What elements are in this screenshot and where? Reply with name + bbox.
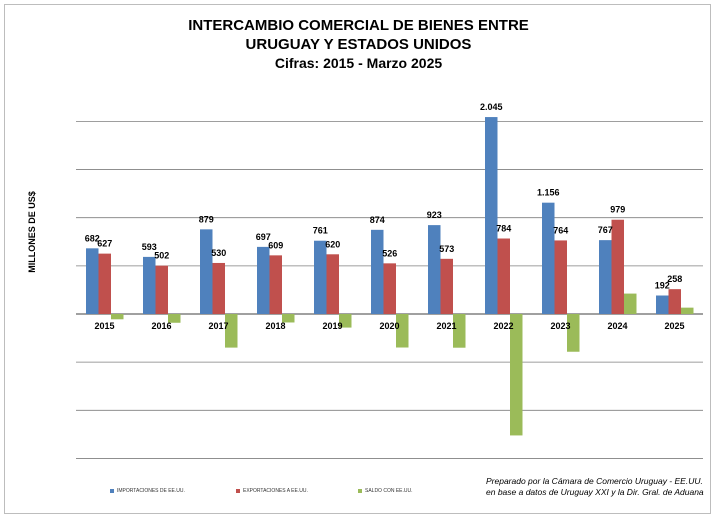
data-label-exportaciones-2016: 502 (154, 251, 169, 261)
bar-importaciones-2023 (542, 202, 555, 314)
x-tick-label-2018: 2018 (265, 321, 285, 331)
bar-saldo-2017 (225, 314, 238, 348)
x-tick-label-2023: 2023 (550, 321, 570, 331)
chart-subtitle: Cifras: 2015 - Marzo 2025 (274, 55, 443, 71)
bar-saldo-2015 (111, 314, 124, 320)
bar-saldo-2018 (282, 314, 295, 323)
data-label-exportaciones-2020: 526 (382, 248, 397, 258)
bar-exportaciones-2019 (326, 254, 339, 314)
data-label-importaciones-2025: 192 (655, 281, 670, 291)
bar-importaciones-2020 (371, 229, 384, 314)
legend-label-importaciones: IMPORTACIONES DE EE.UU. (117, 488, 185, 494)
legend-label-saldo: SALDO CON EE.UU. (365, 488, 413, 494)
bar-saldo-2022 (510, 314, 523, 436)
data-label-importaciones-2018: 697 (256, 232, 271, 242)
chart-frame (4, 4, 711, 514)
data-label-exportaciones-2015: 627 (97, 239, 112, 249)
bar-exportaciones-2021 (440, 258, 453, 314)
data-label-importaciones-2017: 879 (199, 214, 214, 224)
x-tick-label-2017: 2017 (208, 321, 228, 331)
bar-importaciones-2024 (599, 240, 612, 314)
x-tick-label-2025: 2025 (664, 321, 684, 331)
data-label-exportaciones-2019: 620 (325, 239, 340, 249)
legend-swatch-importaciones (110, 488, 114, 493)
x-tick-label-2019: 2019 (322, 321, 342, 331)
data-label-exportaciones-2023: 764 (553, 225, 568, 235)
bar-exportaciones-2024 (611, 219, 624, 314)
bar-exportaciones-2023 (554, 240, 567, 314)
bar-saldo-2023 (567, 314, 580, 352)
data-label-importaciones-2022: 2.045 (480, 102, 503, 112)
bar-importaciones-2018 (257, 246, 270, 314)
x-tick-label-2016: 2016 (151, 321, 171, 331)
bar-exportaciones-2020 (383, 263, 396, 314)
legend-item-importaciones: IMPORTACIONES DE EE.UU. (110, 488, 185, 494)
legend-item-saldo: SALDO CON EE.UU. (358, 488, 413, 494)
data-label-exportaciones-2022: 784 (496, 224, 511, 234)
data-label-importaciones-2023: 1.156 (537, 188, 560, 198)
bar-saldo-2020 (396, 314, 409, 348)
bar-exportaciones-2022 (497, 238, 510, 314)
data-label-exportaciones-2024: 979 (610, 205, 625, 215)
bar-exportaciones-2018 (269, 255, 282, 314)
bar-importaciones-2016 (143, 256, 156, 314)
legend-swatch-saldo (358, 488, 362, 493)
data-label-importaciones-2020: 874 (370, 215, 385, 225)
data-label-importaciones-2015: 682 (85, 233, 100, 243)
data-label-importaciones-2024: 767 (598, 225, 613, 235)
legend-label-exportaciones: EXPORTACIONES A EE.UU. (243, 488, 308, 494)
source-note-line-2: en base a datos de Uruguay XXI y la Dir.… (486, 487, 704, 497)
legend-item-exportaciones: EXPORTACIONES A EE.UU. (236, 488, 308, 494)
bar-importaciones-2022 (485, 117, 498, 314)
bar-importaciones-2021 (428, 225, 441, 314)
data-label-importaciones-2016: 593 (142, 242, 157, 252)
data-label-importaciones-2019: 761 (313, 226, 328, 236)
data-label-exportaciones-2018: 609 (268, 240, 283, 250)
data-label-exportaciones-2017: 530 (211, 248, 226, 258)
data-label-importaciones-2021: 923 (427, 210, 442, 220)
bar-importaciones-2025 (656, 295, 669, 314)
bar-importaciones-2015 (86, 248, 99, 314)
bar-saldo-2025 (681, 307, 694, 314)
x-tick-label-2020: 2020 (379, 321, 399, 331)
chart-title-line-2: URUGUAY Y ESTADOS UNIDOS (245, 36, 472, 53)
bar-saldo-2016 (168, 314, 181, 323)
x-tick-label-2021: 2021 (436, 321, 456, 331)
data-label-exportaciones-2021: 573 (439, 244, 454, 254)
bar-exportaciones-2025 (668, 289, 681, 314)
data-label-exportaciones-2025: 258 (667, 274, 682, 284)
bar-exportaciones-2015 (98, 253, 111, 314)
bar-exportaciones-2017 (212, 262, 225, 314)
legend-swatch-exportaciones (236, 488, 240, 493)
x-tick-label-2024: 2024 (607, 321, 627, 331)
bar-saldo-2024 (624, 293, 637, 314)
source-note-line-1: Preparado por la Cámara de Comercio Urug… (486, 476, 703, 486)
bar-importaciones-2019 (314, 240, 327, 314)
bar-importaciones-2017 (200, 229, 213, 314)
bar-saldo-2021 (453, 314, 466, 348)
bar-exportaciones-2016 (155, 265, 168, 314)
bar-saldo-2019 (339, 314, 352, 328)
chart-title-line-1: INTERCAMBIO COMERCIAL DE BIENES ENTRE (188, 17, 529, 34)
source-note: Preparado por la Cámara de Comercio Urug… (486, 476, 704, 498)
x-tick-label-2015: 2015 (94, 321, 114, 331)
x-tick-label-2022: 2022 (493, 321, 513, 331)
